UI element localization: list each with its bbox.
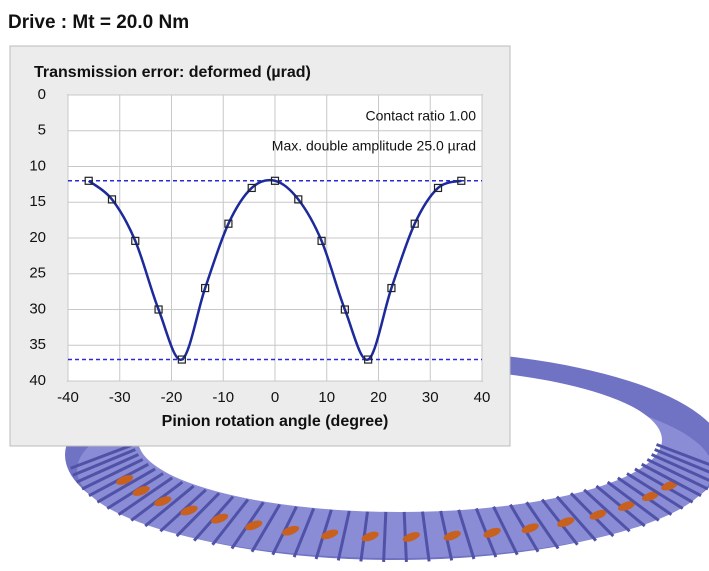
page: Drive : Mt = 20.0 Nm Transmission error:… [0,0,709,571]
x-tick-label: 30 [422,389,439,406]
y-tick-label: 30 [29,300,46,317]
x-tick-label: 10 [318,389,335,406]
x-tick-label: 20 [370,389,387,406]
y-tick-label: 5 [38,122,46,139]
y-tick-label: 10 [29,157,46,174]
x-tick-label: 0 [271,389,279,406]
x-tick-label: -40 [57,389,79,406]
y-tick-label: 35 [29,336,46,353]
screenshot: Drive : Mt = 20.0 Nm Transmission error:… [0,0,709,571]
y-tick-label: 0 [38,86,46,103]
chart-title: Transmission error: deformed (µrad) [34,64,311,81]
y-tick-label: 25 [29,265,46,282]
x-axis-label: Pinion rotation angle (degree) [162,413,389,430]
x-tick-label: 40 [474,389,491,406]
x-tick-label: -30 [109,389,131,406]
y-tick-label: 15 [29,193,46,210]
annotation: Max. double amplitude 25.0 µrad [272,138,476,154]
y-tick-label: 20 [29,229,46,246]
header-title: Drive : Mt = 20.0 Nm [8,12,189,33]
x-tick-label: -20 [161,389,183,406]
y-tick-label: 40 [29,372,46,389]
annotation: Contact ratio 1.00 [365,108,476,124]
x-tick-label: -10 [212,389,234,406]
